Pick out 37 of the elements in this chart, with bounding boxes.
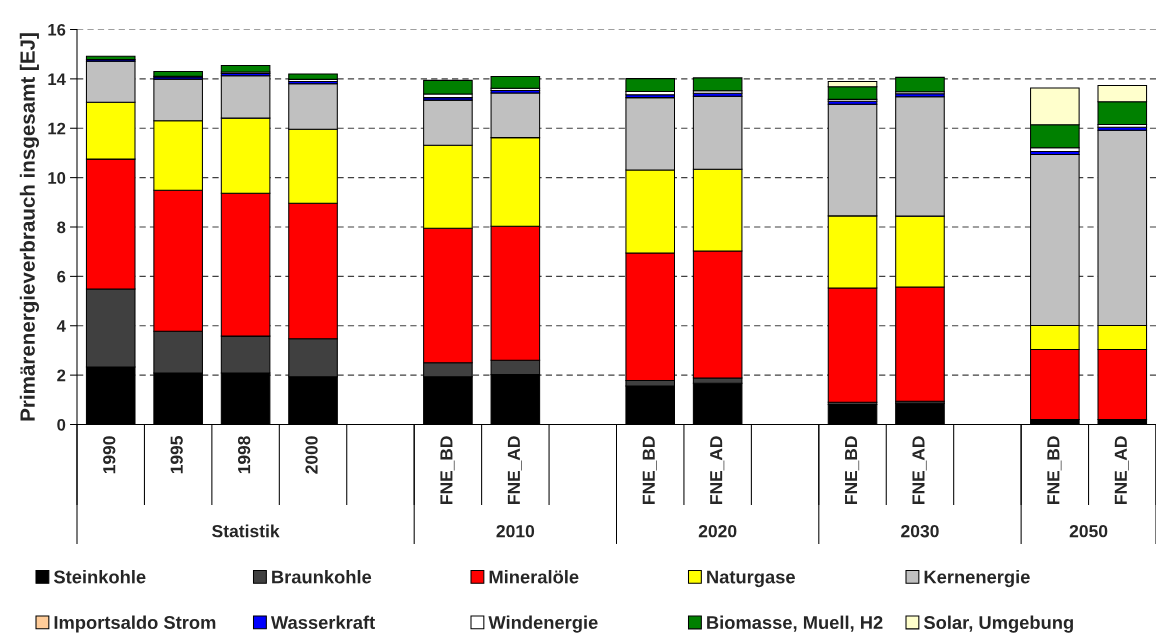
legend-label: Importsaldo Strom [54, 615, 216, 633]
y-tick-label: 8 [57, 221, 66, 234]
x-tick-label: FNE_AD [1114, 436, 1129, 504]
y-tick-label: 12 [48, 122, 66, 135]
x-tick-label: FNE_BD [1047, 436, 1062, 504]
x-tick-label: 1990 [103, 436, 116, 474]
x-tick-label: 1995 [170, 436, 183, 474]
x-tick-label: FNE_AD [912, 436, 927, 504]
y-tick-label: 2 [57, 369, 66, 382]
legend-label: Wasserkraft [270, 615, 375, 629]
x-tick-label: FNE_BD [440, 436, 455, 504]
legend-label: Solar, Umgebung [923, 615, 1073, 633]
x-tick-label: FNE_BD [642, 436, 657, 504]
text: Statistik [212, 524, 280, 538]
x-tick-label: FNE_AD [507, 436, 522, 504]
legend-label: Steinkohle [53, 570, 146, 584]
text: 2010 [496, 524, 535, 538]
text: 2020 [698, 524, 737, 538]
x-tick-label: 1998 [237, 436, 251, 474]
x-tick-label: 2000 [305, 436, 318, 474]
text: 2050 [1069, 524, 1108, 538]
legend-label: Braunkohle [272, 570, 372, 584]
x-tick-label: FNE_BD [845, 436, 860, 504]
legend-label: Naturgase [707, 570, 795, 588]
x-tick-label: FNE_AD [710, 436, 725, 504]
y-axis-title: Primärenergieverbrauch insgesamt [EJ] [19, 33, 40, 421]
legend-label: Biomasse, Muell, H2 [707, 615, 883, 632]
y-tick-label: 4 [56, 320, 66, 332]
legend-label: Windenergie [488, 615, 598, 633]
y-tick-label: 6 [57, 270, 66, 283]
y-tick-label: 14 [48, 73, 66, 85]
y-tick-label: 10 [48, 172, 66, 184]
y-tick-label: 0 [57, 418, 66, 431]
legend-label: Mineralöle [489, 570, 579, 584]
legend-label: Kernenergie [924, 570, 1030, 588]
y-tick-label: 16 [48, 23, 66, 36]
text: 2030 [901, 524, 939, 538]
